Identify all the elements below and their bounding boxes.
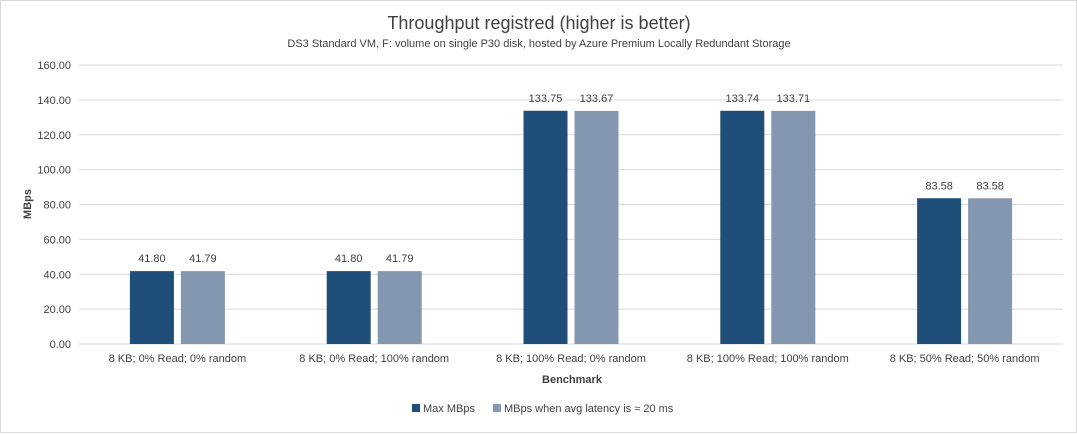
y-tick-label: 100.00	[37, 165, 71, 177]
gridlines	[79, 64, 1063, 345]
y-tick-label: 0.00	[50, 339, 71, 351]
chart-title: Throughput registred (higher is better)	[387, 13, 690, 33]
legend-swatch	[412, 404, 420, 412]
data-label: 83.58	[925, 180, 953, 192]
bar	[180, 271, 225, 344]
legend: Max MBps MBps when avg latency is ≈ 20 ms	[412, 403, 674, 415]
data-label: 133.74	[725, 93, 759, 105]
bar	[574, 110, 619, 345]
x-axis-ticks: 8 KB; 0% Read; 0% random 8 KB; 0% Read; 1…	[109, 353, 1040, 365]
data-label: 133.75	[529, 93, 563, 105]
x-tick-label: 8 KB; 100% Read; 0% random	[496, 353, 646, 365]
y-tick-label: 160.00	[37, 60, 71, 72]
data-labels: 41.80 41.79 41.80 41.79 133.75 133.67 133.74 13…	[138, 93, 1004, 265]
x-tick-label: 8 KB; 0% Read; 0% random	[109, 353, 247, 365]
bar	[523, 110, 568, 344]
y-tick-label: 120.00	[37, 130, 71, 142]
legend-label: MBps when avg latency is ≈ 20 ms	[504, 403, 674, 415]
x-tick-label: 8 KB; 100% Read; 100% random	[687, 353, 849, 365]
y-axis-title: MBps	[22, 189, 34, 219]
bar	[917, 198, 962, 344]
bar	[377, 271, 422, 344]
bar	[326, 271, 371, 344]
data-label: 41.79	[189, 253, 217, 265]
bar	[720, 110, 765, 344]
x-tick-label: 8 KB; 50% Read; 50% random	[890, 353, 1040, 365]
y-tick-label: 40.00	[43, 269, 71, 281]
data-label: 41.79	[386, 253, 414, 265]
bars	[129, 110, 1013, 345]
data-label: 133.67	[580, 93, 614, 105]
y-tick-label: 60.00	[43, 234, 71, 246]
bar	[968, 198, 1013, 344]
data-label: 83.58	[976, 180, 1004, 192]
legend-swatch	[493, 404, 501, 412]
legend-label: Max MBps	[423, 403, 475, 415]
y-tick-label: 140.00	[37, 95, 71, 107]
chart-subtitle: DS3 Standard VM, F: volume on single P30…	[287, 38, 790, 50]
data-label: 41.80	[335, 253, 363, 265]
data-label: 133.71	[776, 93, 810, 105]
bar	[771, 110, 816, 344]
y-axis-ticks: 0.00 20.00 40.00 60.00 80.00 100.00 120.00 140.…	[37, 60, 71, 351]
data-label: 41.80	[138, 253, 166, 265]
y-tick-label: 20.00	[43, 304, 71, 316]
bar	[129, 271, 174, 344]
y-tick-label: 80.00	[43, 200, 71, 212]
x-tick-label: 8 KB; 0% Read; 100% random	[299, 353, 449, 365]
x-axis-title: Benchmark	[542, 374, 603, 386]
